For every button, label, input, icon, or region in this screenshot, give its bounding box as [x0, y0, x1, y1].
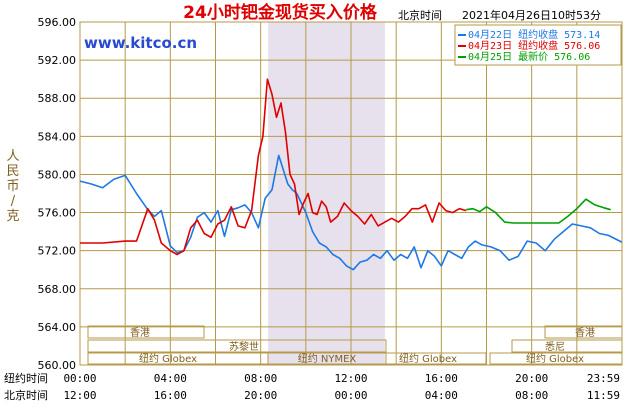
session-sydney [511, 339, 623, 353]
ny-tick-label: 16:00 [425, 372, 458, 385]
bj-tick-label: 16:00 [154, 389, 187, 402]
legend-item-apr23: 04月23日 纽约收盘 576.06 [458, 39, 600, 52]
session-globex-1-label: 纽约 Globex [139, 352, 197, 365]
legend-item-apr25: 04月25日 最新价 576.06 [458, 50, 590, 63]
series-line-2 [466, 198, 611, 224]
trading-sessions: 香港 苏黎世 纽约 Globex 纽约 NYMEX 纽约 Globex 香港 悉… [87, 325, 623, 365]
kitco-watermark: www.kitco.cn [84, 34, 197, 52]
session-hk-2-label: 香港 [575, 327, 595, 339]
session-sydney-label: 悉尼 [545, 341, 565, 353]
session-hk-2 [544, 325, 623, 339]
series-line-0 [79, 154, 623, 271]
legend-item-apr22: 04月22日 纽约收盘 573.14 [458, 28, 600, 41]
chart-legend: 04月22日 纽约收盘 573.14 04月23日 纽约收盘 576.06 04… [454, 24, 622, 66]
bj-tick-label: 00:00 [334, 389, 367, 402]
ny-tick-label: 08:00 [244, 372, 277, 385]
nymex-session-band [268, 22, 385, 365]
legend-box [454, 24, 622, 66]
session-globex-2 [385, 352, 487, 365]
y-tick-label: 572.00 [38, 245, 77, 258]
series-line-1 [80, 78, 467, 256]
bj-tick-label: 11:59 [587, 389, 620, 402]
session-nymex-label: 纽约 NYMEX [298, 352, 357, 365]
ny-tick-label: 23:59 [587, 372, 620, 385]
y-tick-label: 568.00 [38, 283, 77, 296]
legend-label-apr25: 04月25日 最新价 576.06 [468, 50, 590, 63]
bj-time-ticks: 12:00 16:00 20:00 00:00 04:00 08:00 11:59 [63, 389, 620, 402]
y-tick-label: 596.00 [38, 16, 77, 29]
y-axis-ticks: 560.00 564.00 568.00 572.00 576.00 580.00 584.… [38, 16, 77, 372]
bj-tick-label: 08:00 [515, 389, 548, 402]
session-hk-1-label: 香港 [130, 327, 150, 339]
session-globex-2-label: 纽约 Globex [399, 352, 457, 365]
y-tick-label: 592.00 [38, 54, 77, 67]
ny-tick-label: 04:00 [154, 372, 187, 385]
session-globex-3-label: 纽约 Globex [526, 352, 584, 365]
svg-text:人民币/克: 人民币/克 [6, 149, 19, 224]
bj-tick-label: 04:00 [425, 389, 458, 402]
ny-time-ticks: 00:00 04:00 08:00 12:00 16:00 20:00 23:59 [63, 372, 620, 385]
ny-tick-label: 20:00 [515, 372, 548, 385]
y-tick-label: 584.00 [38, 130, 77, 143]
y-tick-label: 576.00 [38, 207, 77, 220]
ny-tick-label: 00:00 [63, 372, 96, 385]
ny-tick-label: 12:00 [334, 372, 367, 385]
y-tick-label: 560.00 [38, 359, 77, 372]
timestamp: 2021年04月26日10时53分 [462, 8, 601, 22]
bj-tick-label: 20:00 [244, 389, 277, 402]
session-hk-1 [87, 325, 205, 339]
y-axis-label: 人民币/克 [6, 149, 19, 224]
y-tick-label: 588.00 [38, 92, 77, 105]
session-london [87, 339, 387, 353]
chart-grid [80, 21, 622, 366]
chart-frame [79, 21, 623, 366]
session-globex-3 [489, 352, 623, 365]
y-tick-label: 580.00 [38, 168, 77, 181]
ny-time-row-label: 纽约时间 [4, 371, 48, 385]
chart-title: 24小时钯金现货买入价格 [183, 2, 378, 23]
series-layer [79, 78, 623, 271]
bj-time-row-label: 北京时间 [4, 388, 48, 402]
y-tick-label: 564.00 [38, 321, 77, 334]
legend-label-apr23: 04月23日 纽约收盘 576.06 [468, 39, 600, 52]
timezone-label: 北京时间 [398, 8, 442, 22]
bj-tick-label: 12:00 [63, 389, 96, 402]
session-london-label: 苏黎世 [229, 340, 259, 353]
legend-label-apr22: 04月22日 纽约收盘 573.14 [468, 28, 600, 41]
